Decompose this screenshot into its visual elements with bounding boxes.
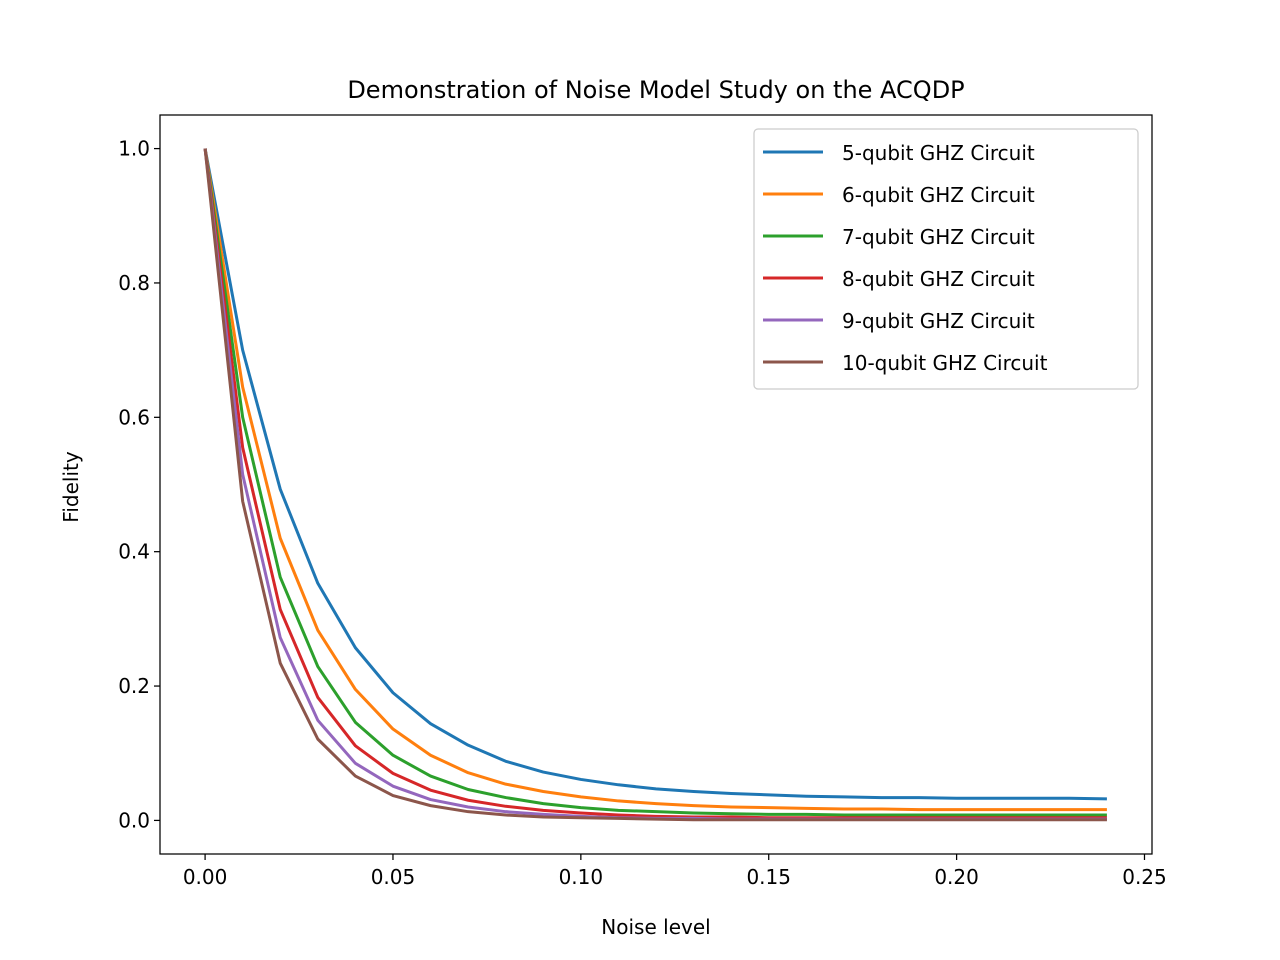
y-axis-label: Fidelity	[59, 451, 83, 523]
y-tick-label: 0.8	[118, 271, 150, 295]
legend-label-3: 7-qubit GHZ Circuit	[842, 225, 1035, 249]
legend-label-4: 8-qubit GHZ Circuit	[842, 267, 1035, 291]
x-tick-label: 0.25	[1122, 865, 1167, 889]
series-line-6	[203, 148, 1107, 822]
y-tick-label: 0.4	[118, 540, 150, 564]
axes-frame	[159, 114, 1153, 855]
x-tick-label: 0.10	[559, 865, 604, 889]
legend-label-5: 9-qubit GHZ Circuit	[842, 309, 1035, 333]
legend-label-6: 10-qubit GHZ Circuit	[842, 351, 1048, 375]
x-tick-label: 0.20	[934, 865, 979, 889]
x-tick-label: 0.05	[371, 865, 416, 889]
x-axis-ticks: 0.00 0.05 0.10 0.15 0.20 0.25	[183, 854, 1167, 889]
series-line-2	[203, 148, 1107, 812]
y-axis-ticks: 0.0 0.2 0.4 0.6 0.8 1.0	[118, 137, 160, 832]
y-tick-label: 0.0	[118, 808, 150, 832]
y-tick-label: 0.6	[118, 405, 150, 429]
series-lines	[203, 148, 1107, 822]
series-line-3	[203, 148, 1107, 817]
legend-label-2: 6-qubit GHZ Circuit	[842, 183, 1035, 207]
x-tick-label: 0.15	[746, 865, 791, 889]
legend-box	[753, 128, 1139, 390]
y-tick-label: 1.0	[118, 137, 150, 161]
x-tick-label: 0.00	[183, 865, 228, 889]
x-axis-label: Noise level	[601, 915, 710, 939]
legend: 5-qubit GHZ Circuit 6-qubit GHZ Circuit 7-…	[753, 128, 1139, 390]
plot-area: 0.00 0.05 0.10 0.15 0.20 0.25 0.0 0.2 0.4 0.6 0.8…	[118, 114, 1167, 889]
chart-title: Demonstration of Noise Model Study on th…	[347, 76, 964, 104]
y-tick-label: 0.2	[118, 674, 150, 698]
legend-label-1: 5-qubit GHZ Circuit	[842, 141, 1035, 165]
series-line-1	[203, 148, 1107, 801]
